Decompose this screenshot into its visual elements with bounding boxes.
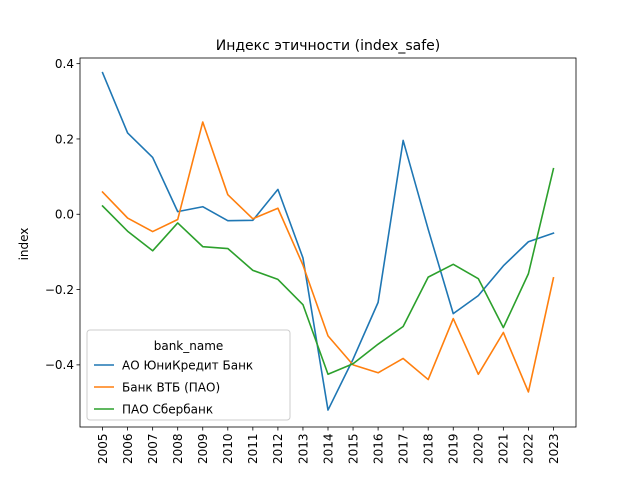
x-tick-label: 2005 <box>96 434 110 465</box>
y-tick-label: −0.2 <box>45 283 74 297</box>
x-tick-label: 2015 <box>346 434 360 465</box>
legend-label-0: АО ЮниКредит Банк <box>122 358 253 372</box>
x-tick-label: 2007 <box>146 434 160 465</box>
x-tick-label: 2022 <box>522 434 536 465</box>
series-line-2 <box>101 167 555 376</box>
y-axis-label: index <box>17 228 31 261</box>
chart-title: Индекс этичности (index_safe) <box>216 38 441 54</box>
x-tick-label: 2019 <box>447 434 461 465</box>
y-tick-label: 0.2 <box>55 132 74 146</box>
legend-label-2: ПАО Сбербанк <box>122 402 213 416</box>
x-tick-label: 2009 <box>196 434 210 465</box>
x-tick-label: 2006 <box>121 434 135 465</box>
x-tick-label: 2011 <box>246 434 260 465</box>
legend-box <box>86 329 291 421</box>
y-tick-label: 0.0 <box>55 208 74 222</box>
series-line-1 <box>101 121 555 393</box>
x-tick-label: 2014 <box>321 434 335 465</box>
x-tick-label: 2020 <box>472 434 486 465</box>
series-line-0 <box>101 71 555 411</box>
x-tick-label: 2018 <box>422 434 436 465</box>
x-tick-label: 2016 <box>371 434 385 465</box>
x-tick-label: 2010 <box>221 434 235 465</box>
series-lines <box>101 71 555 411</box>
x-tick-label: 2021 <box>497 434 511 465</box>
legend-title: bank_name <box>154 339 224 353</box>
x-tick-label: 2013 <box>296 434 310 465</box>
x-tick-label: 2023 <box>547 434 561 465</box>
axes: 0.4 0.2 0.0 −0.2 −0.4 2005 2006 2007 2008 2009 201… <box>45 57 577 465</box>
x-tick-label: 2012 <box>271 434 285 465</box>
x-tick-label: 2017 <box>396 434 410 465</box>
legend: bank_name АО ЮниКредит Банк Банк ВТБ (ПАО)… <box>86 329 291 421</box>
x-tick-label: 2008 <box>171 434 185 465</box>
legend-label-1: Банк ВТБ (ПАО) <box>122 380 220 394</box>
y-tick-label: 0.4 <box>55 57 74 71</box>
y-tick-label: −0.4 <box>45 358 74 372</box>
